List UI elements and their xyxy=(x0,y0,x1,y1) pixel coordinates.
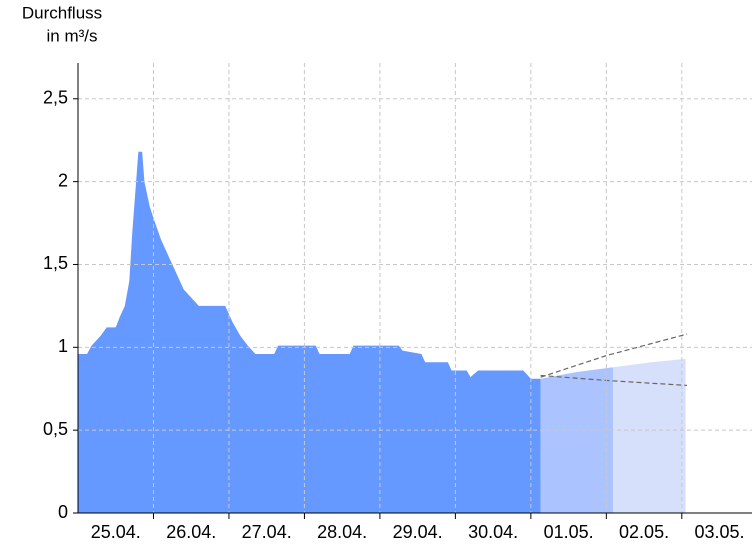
y-tick-label: 2 xyxy=(58,170,68,190)
y-axis-title: Durchfluss xyxy=(22,3,102,22)
y-tick-label: 2,5 xyxy=(43,88,68,108)
x-tick-label: 02.05. xyxy=(619,522,669,542)
x-tick-label: 03.05. xyxy=(695,522,745,542)
area xyxy=(540,367,614,513)
x-tick-label: 25.04. xyxy=(91,522,141,542)
y-tick-label: 0,5 xyxy=(43,419,68,439)
area xyxy=(613,358,686,513)
x-tick-label: 28.04. xyxy=(317,522,367,542)
x-tick-label: 30.04. xyxy=(468,522,518,542)
y-tick-label: 0 xyxy=(58,502,68,522)
x-tick-label: 29.04. xyxy=(393,522,443,542)
x-tick-label: 01.05. xyxy=(544,522,594,542)
line xyxy=(540,333,688,378)
y-tick-label: 1 xyxy=(58,336,68,356)
area xyxy=(78,151,541,513)
y-axis-title: in m³/s xyxy=(47,26,98,45)
y-tick-label: 1,5 xyxy=(43,253,68,273)
x-tick-label: 26.04. xyxy=(166,522,216,542)
x-tick-label: 27.04. xyxy=(242,522,292,542)
